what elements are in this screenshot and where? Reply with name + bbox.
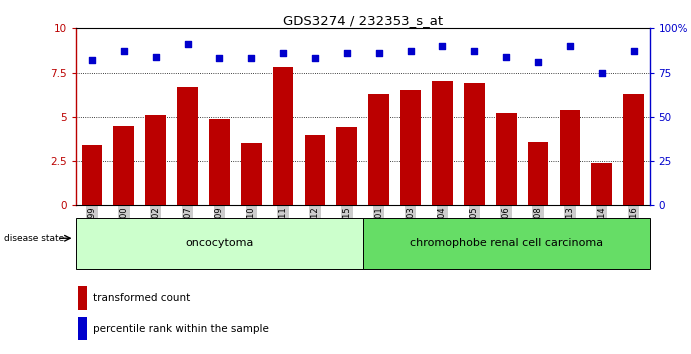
Point xyxy=(628,48,639,54)
Bar xyxy=(400,90,421,205)
Text: oncocytoma: oncocytoma xyxy=(185,238,254,249)
Point xyxy=(533,59,544,65)
Point xyxy=(86,57,97,63)
Bar xyxy=(464,83,484,205)
Bar xyxy=(305,135,325,205)
Point xyxy=(214,56,225,61)
Point xyxy=(341,50,352,56)
Point xyxy=(500,54,511,59)
Bar xyxy=(432,81,453,205)
Text: percentile rank within the sample: percentile rank within the sample xyxy=(93,324,269,334)
Bar xyxy=(78,286,87,310)
Bar xyxy=(177,87,198,205)
Bar xyxy=(113,126,134,205)
Point xyxy=(150,54,161,59)
Text: disease state: disease state xyxy=(4,234,64,243)
Point xyxy=(373,50,384,56)
Bar xyxy=(78,316,87,340)
Point xyxy=(468,48,480,54)
Bar xyxy=(623,94,644,205)
Bar xyxy=(368,94,389,205)
Bar xyxy=(591,163,612,205)
Bar xyxy=(82,145,102,205)
Bar xyxy=(528,142,549,205)
Text: chromophobe renal cell carcinoma: chromophobe renal cell carcinoma xyxy=(410,238,603,249)
Text: transformed count: transformed count xyxy=(93,293,190,303)
Title: GDS3274 / 232353_s_at: GDS3274 / 232353_s_at xyxy=(283,14,443,27)
Bar xyxy=(241,143,262,205)
Point xyxy=(596,70,607,75)
Bar xyxy=(209,119,229,205)
Bar xyxy=(496,113,516,205)
Point xyxy=(405,48,416,54)
Point xyxy=(565,43,576,49)
Point xyxy=(278,50,289,56)
Bar xyxy=(337,127,357,205)
Point xyxy=(437,43,448,49)
Point xyxy=(310,56,321,61)
Point xyxy=(182,41,193,47)
Bar xyxy=(145,115,166,205)
Point xyxy=(246,56,257,61)
Point xyxy=(118,48,129,54)
Bar xyxy=(560,110,580,205)
Bar xyxy=(273,67,294,205)
